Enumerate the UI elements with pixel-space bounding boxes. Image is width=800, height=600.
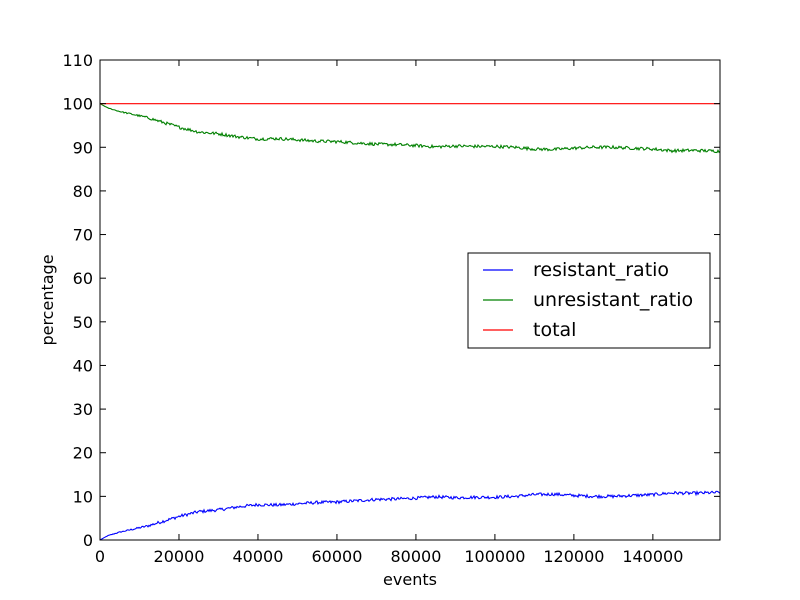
legend-label-total: total — [533, 319, 576, 341]
x-tick-label: 120000 — [543, 547, 604, 566]
plot-frame — [99, 59, 721, 541]
x-tick-label: 100000 — [464, 547, 525, 566]
x-axis-label: events — [383, 570, 437, 589]
x-tick-label: 140000 — [622, 547, 683, 566]
y-tick-label: 10 — [73, 487, 93, 506]
legend-label-unresistant-ratio: unresistant_ratio — [533, 289, 693, 311]
y-axis-label: percentage — [38, 254, 57, 345]
y-tick-label: 90 — [73, 138, 93, 157]
x-tick-label: 60000 — [311, 547, 362, 566]
y-tick-label: 100 — [62, 95, 93, 114]
y-tick-label: 80 — [73, 182, 93, 201]
x-tick-label: 80000 — [390, 547, 441, 566]
series-layer — [99, 103, 721, 541]
ticks-layer: 0 20000 40000 60000 80000 100000 120000 140000 0… — [62, 51, 720, 566]
y-tick-label: 20 — [73, 444, 93, 463]
y-tick-label: 60 — [73, 269, 93, 288]
y-tick-label: 50 — [73, 313, 93, 332]
legend-label-resistant-ratio: resistant_ratio — [533, 259, 669, 281]
y-tick-label: 0 — [83, 531, 93, 550]
x-tick-label: 0 — [95, 547, 105, 566]
x-tick-label: 40000 — [233, 547, 284, 566]
y-tick-label: 30 — [73, 400, 93, 419]
x-tick-label: 20000 — [154, 547, 205, 566]
series-line-resistant-ratio — [99, 490, 721, 541]
y-tick-label: 110 — [62, 51, 93, 70]
series-line-unresistant-ratio — [99, 103, 721, 154]
y-tick-label: 70 — [73, 226, 93, 245]
y-tick-label: 40 — [73, 356, 93, 375]
